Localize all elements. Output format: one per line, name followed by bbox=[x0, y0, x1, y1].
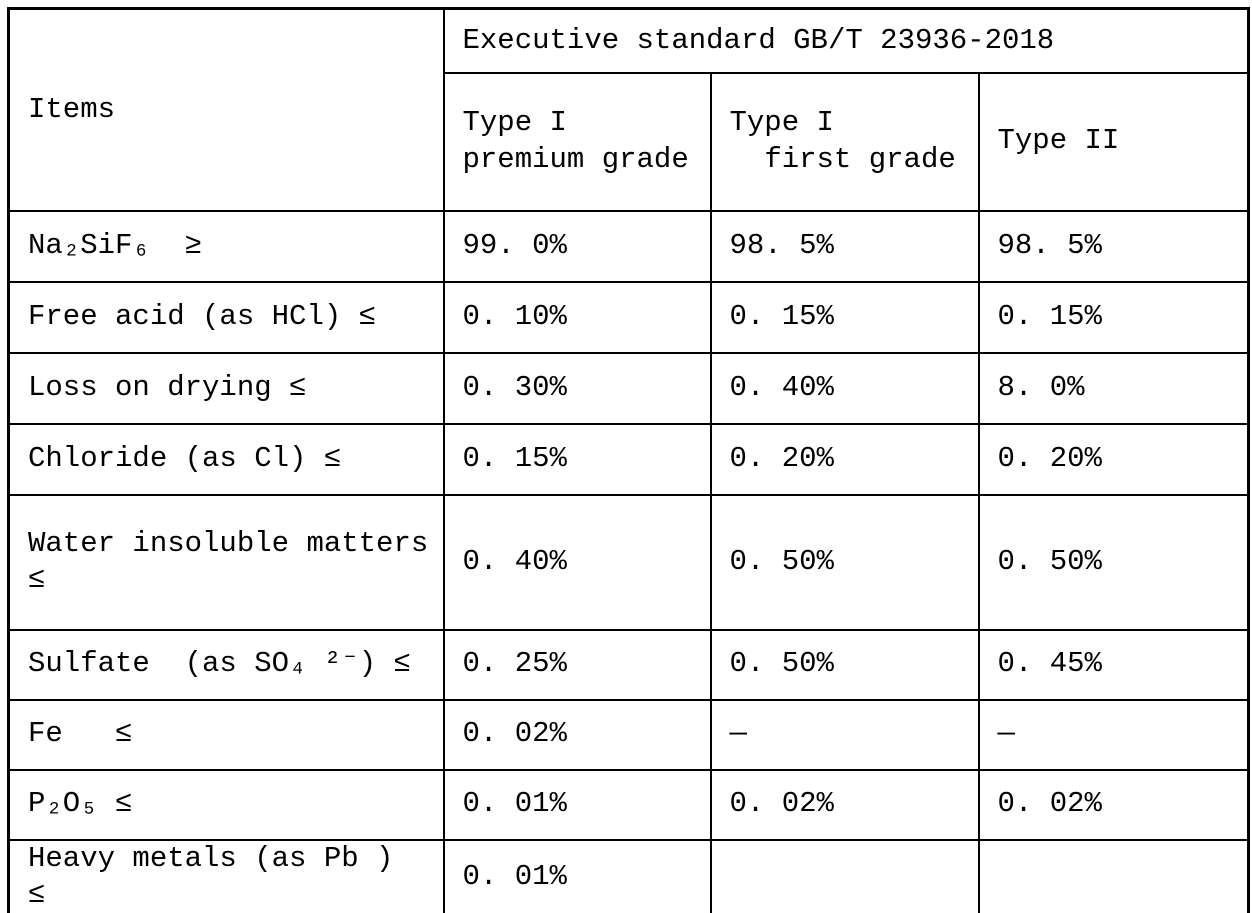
first-grade-value: 0. 50% bbox=[709, 628, 980, 701]
col-header-type1-premium-grade: Type I premium grade bbox=[442, 71, 712, 212]
type2-value: 8. 0% bbox=[977, 351, 1250, 425]
table-row-p2o5: P₂O₅ ≤ 0. 01% 0. 02% 0. 02% bbox=[7, 768, 1250, 841]
type2-value bbox=[977, 838, 1250, 913]
table-row-sulfate: Sulfate (as SO₄ ²⁻) ≤ 0. 25% 0. 50% 0. 4… bbox=[7, 628, 1250, 701]
item-label-cell: Sulfate (as SO₄ ²⁻) ≤ bbox=[7, 628, 445, 701]
first-grade-value: — bbox=[709, 698, 980, 771]
table-row-heavy-metals: Heavy metals (as Pb ) ≤ 0. 01% bbox=[7, 838, 1250, 913]
type2-value: 0. 50% bbox=[977, 493, 1250, 631]
premium-grade-value: 0. 25% bbox=[442, 628, 712, 701]
first-grade-value bbox=[709, 838, 980, 913]
type2-value: 0. 02% bbox=[977, 768, 1250, 841]
executive-standard-header-cell: Executive standard GB/T 23936-2018 bbox=[442, 7, 1250, 74]
col-header-type1-first-grade: Type I first grade bbox=[709, 71, 980, 212]
first-grade-value: 0. 02% bbox=[709, 768, 980, 841]
items-header-cell: Items bbox=[7, 7, 445, 212]
item-label-cell: Fe ≤ bbox=[7, 698, 445, 771]
header-row-standard: Items Executive standard GB/T 23936-2018 bbox=[7, 7, 1250, 212]
col-header-type2: Type II bbox=[977, 71, 1250, 212]
premium-grade-value: 99. 0% bbox=[442, 209, 712, 283]
premium-grade-value: 0. 01% bbox=[442, 768, 712, 841]
premium-grade-value: 0. 01% bbox=[442, 838, 712, 913]
table-row-water-insoluble: Water insoluble matters ≤ 0. 40% 0. 50% … bbox=[7, 493, 1250, 631]
table-row-chloride: Chloride (as Cl) ≤ 0. 15% 0. 20% 0. 20% bbox=[7, 422, 1250, 496]
premium-grade-value: 0. 40% bbox=[442, 493, 712, 631]
first-grade-value: 98. 5% bbox=[709, 209, 980, 283]
table-row-free-acid: Free acid (as HCl) ≤ 0. 10% 0. 15% 0. 15… bbox=[7, 280, 1250, 354]
type2-value: 98. 5% bbox=[977, 209, 1250, 283]
premium-grade-value: 0. 15% bbox=[442, 422, 712, 496]
item-label-cell: Water insoluble matters ≤ bbox=[7, 493, 445, 631]
item-label-cell: Chloride (as Cl) ≤ bbox=[7, 422, 445, 496]
type2-value: — bbox=[977, 698, 1250, 771]
header-row-grades: Type I premium grade Type I first grade … bbox=[9, 71, 1250, 212]
item-label-cell: Na₂SiF₆ ≥ bbox=[7, 209, 445, 283]
type2-value: 0. 15% bbox=[977, 280, 1250, 354]
premium-grade-value: 0. 02% bbox=[442, 698, 712, 771]
first-grade-value: 0. 50% bbox=[709, 493, 980, 631]
type2-value: 0. 45% bbox=[977, 628, 1250, 701]
first-grade-value: 0. 40% bbox=[709, 351, 980, 425]
item-label-cell: Heavy metals (as Pb ) ≤ bbox=[7, 838, 445, 913]
premium-grade-value: 0. 30% bbox=[442, 351, 712, 425]
item-label-cell: P₂O₅ ≤ bbox=[7, 768, 445, 841]
type2-value: 0. 20% bbox=[977, 422, 1250, 496]
first-grade-value: 0. 15% bbox=[709, 280, 980, 354]
table-row-fe: Fe ≤ 0. 02% — — bbox=[7, 698, 1250, 771]
item-label-cell: Loss on drying ≤ bbox=[7, 351, 445, 425]
item-label-cell: Free acid (as HCl) ≤ bbox=[7, 280, 445, 354]
table-row-loss-on-drying: Loss on drying ≤ 0. 30% 0. 40% 8. 0% bbox=[7, 351, 1250, 425]
first-grade-value: 0. 20% bbox=[709, 422, 980, 496]
premium-grade-value: 0. 10% bbox=[442, 280, 712, 354]
table-row-na2sif6: Na₂SiF₆ ≥ 99. 0% 98. 5% 98. 5% bbox=[7, 209, 1250, 283]
spec-table: Items Executive standard GB/T 23936-2018… bbox=[7, 7, 1251, 913]
